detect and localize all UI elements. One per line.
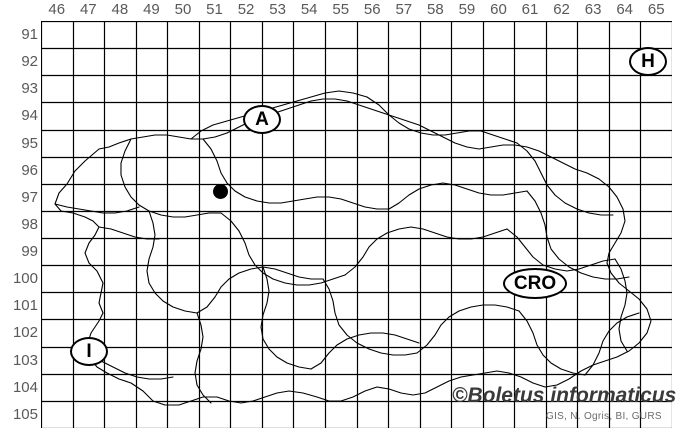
grid-row-label-105: 105 — [12, 405, 38, 423]
grid-col-label-46: 46 — [48, 1, 66, 18]
grid-row-label-91: 91 — [21, 26, 38, 43]
record-dot[interactable] — [213, 184, 228, 199]
map-grid-area — [41, 21, 672, 428]
country-tag-austria: A — [243, 105, 281, 134]
grid-row-label-104: 104 — [12, 378, 38, 396]
grid-col-label-59: 59 — [458, 1, 476, 18]
grid-row-label-100: 100 — [12, 270, 38, 288]
country-tag-hungary: H — [629, 47, 667, 76]
grid-col-label-57: 57 — [395, 1, 413, 18]
grid-col-label-56: 56 — [363, 1, 381, 18]
slovenia-boundaries — [54, 90, 652, 406]
grid-row-label-98: 98 — [21, 215, 38, 233]
grid-col-label-52: 52 — [237, 1, 255, 18]
grid-col-label-65: 65 — [647, 1, 665, 18]
watermark-label: ©Boletus informaticus — [452, 384, 677, 407]
grid-col-label-63: 63 — [584, 1, 602, 18]
grid-col-label-54: 54 — [300, 1, 318, 18]
grid-row-label-99: 99 — [21, 243, 38, 261]
utm-grid — [41, 21, 672, 428]
grid-col-label-60: 60 — [490, 1, 507, 18]
grid-row-label-93: 93 — [21, 80, 38, 98]
attribution-label: GIS, N. Ogris, BI, GURS — [546, 411, 662, 422]
grid-row-label-95: 95 — [21, 134, 38, 152]
grid-col-label-55: 55 — [332, 1, 350, 18]
country-tag-croatia: CRO — [503, 268, 567, 299]
grid-col-label-61: 61 — [521, 1, 539, 18]
grid-col-label-58: 58 — [427, 1, 444, 18]
grid-col-label-50: 50 — [174, 1, 192, 18]
grid-row-label-97: 97 — [21, 188, 38, 206]
grid-col-label-49: 49 — [143, 1, 160, 18]
grid-row-label-96: 96 — [21, 161, 38, 179]
grid-row-label-92: 92 — [21, 53, 38, 71]
grid-row-label-101: 101 — [12, 297, 38, 315]
grid-col-label-48: 48 — [111, 1, 129, 18]
country-tag-italy: I — [70, 337, 108, 366]
grid-row-label-102: 102 — [12, 324, 38, 342]
grid-col-label-62: 62 — [553, 1, 570, 18]
grid-col-label-51: 51 — [206, 1, 223, 18]
grid-col-label-53: 53 — [269, 1, 286, 18]
grid-row-label-103: 103 — [12, 351, 38, 369]
grid-col-label-64: 64 — [616, 1, 633, 18]
grid-row-label-94: 94 — [21, 107, 38, 125]
grid-col-label-47: 47 — [79, 1, 97, 18]
